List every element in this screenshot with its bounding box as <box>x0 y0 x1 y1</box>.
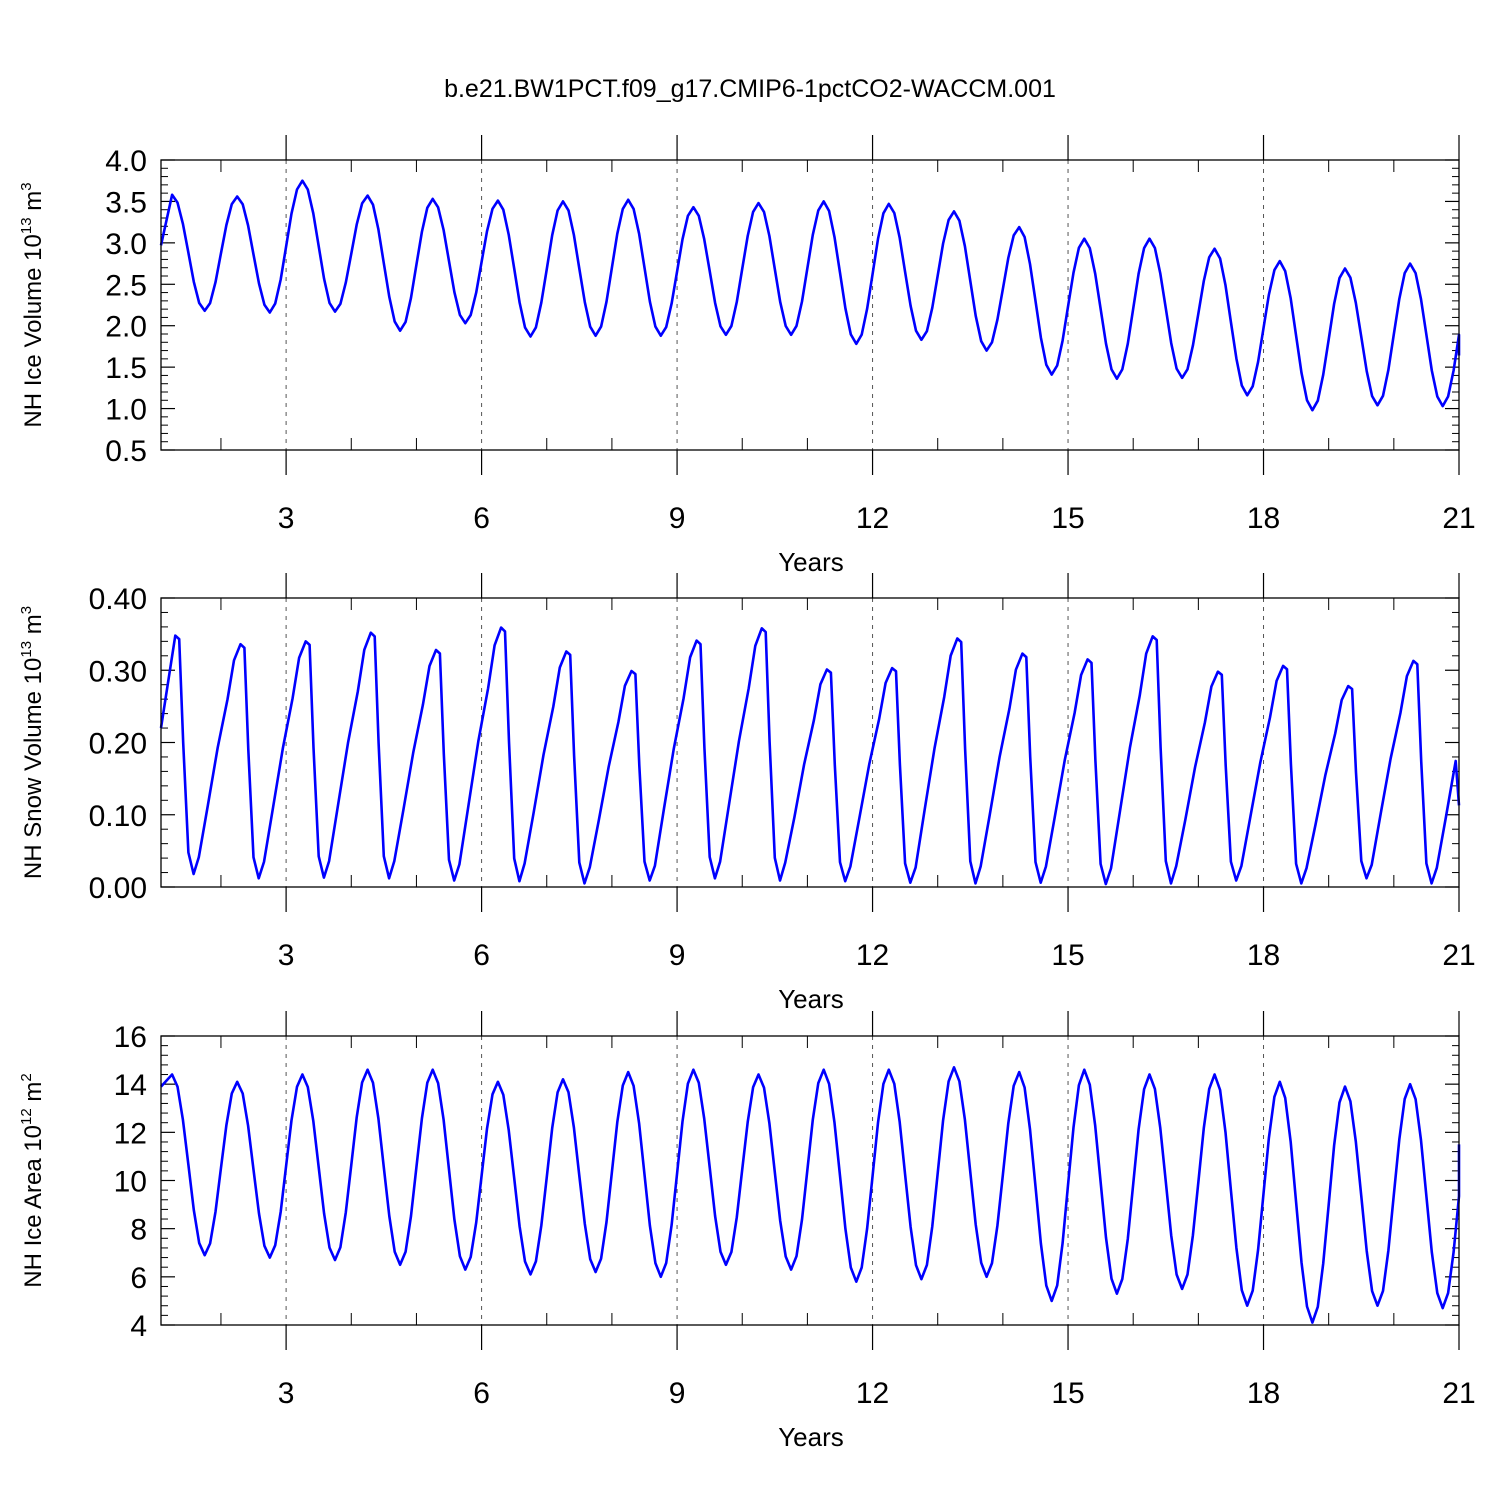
ice-volume-xtick-label: 6 <box>473 502 490 535</box>
ice-volume-ytick-label: 2.5 <box>105 269 147 302</box>
ice-area-xtick-label: 6 <box>473 1377 490 1410</box>
snow-volume-ytick-label: 0.00 <box>89 872 147 905</box>
snow-volume-plot-frame <box>160 597 1460 888</box>
snow-volume-ytick-label: 0.20 <box>89 728 147 761</box>
ice-area-series-line <box>160 1066 1461 1324</box>
ice-volume-ytick-label: 2.0 <box>105 311 147 344</box>
ice-volume-plot-frame <box>160 159 1460 451</box>
ice-volume-ytick-label: 0.5 <box>105 435 147 468</box>
ice-volume-series-line <box>159 179 1461 412</box>
snow-volume-ytick-label: 0.10 <box>89 800 147 833</box>
snow-volume-xlabel: Years <box>778 984 844 1014</box>
ice-volume-xtick-label: 21 <box>1442 502 1475 535</box>
ice-volume-xtick-label: 18 <box>1247 502 1280 535</box>
ice-area-ytick-label: 16 <box>114 1021 147 1054</box>
ice-area-ytick-label: 14 <box>114 1069 147 1102</box>
snow-volume-xtick-label: 3 <box>278 939 295 972</box>
ice-volume-ytick-label: 1.5 <box>105 352 147 385</box>
ice-area-ytick-label: 6 <box>130 1262 147 1295</box>
snow-volume-series-line <box>159 626 1461 886</box>
ice-volume-ylabel: NH Ice Volume 1013 m3 <box>18 182 47 427</box>
snow-volume-ytick-label: 0.30 <box>89 655 147 688</box>
panels: 0.5 1.0 1.5 2.0 2.5 3.0 3.5 4.0 3 6 9 12 15 18 21 Years… <box>18 135 1476 1452</box>
ice-volume-ytick-label: 1.0 <box>105 394 147 427</box>
ice-volume-xtick-label: 9 <box>669 502 686 535</box>
snow-volume-ytick-label: 0.40 <box>89 583 147 616</box>
ice-area-xtick-label: 21 <box>1442 1377 1475 1410</box>
ice-area-ylabel: NH Ice Area 1012 m2 <box>18 1073 47 1287</box>
ice-volume-ytick-label: 3.0 <box>105 228 147 261</box>
ice-area-ytick-label: 10 <box>114 1166 147 1199</box>
snow-volume-panel: 0.00 0.10 0.20 0.30 0.40 3 6 9 12 15 18 21 Years NH S… <box>18 573 1476 1014</box>
ice-volume-xlabel: Years <box>778 547 844 577</box>
ice-area-xtick-label: 9 <box>669 1377 686 1410</box>
snow-volume-xtick-label: 18 <box>1247 939 1280 972</box>
figure-title: b.e21.BW1PCT.f09_g17.CMIP6-1pctCO2-WACCM… <box>444 75 1056 103</box>
snow-volume-xtick-label: 6 <box>473 939 490 972</box>
ice-area-plot-frame <box>160 1035 1460 1326</box>
ice-volume-xtick-label: 12 <box>856 502 889 535</box>
ice-area-xtick-label: 12 <box>856 1377 889 1410</box>
snow-volume-xtick-label: 21 <box>1442 939 1475 972</box>
ice-area-ytick-label: 8 <box>130 1214 147 1247</box>
ice-area-ytick-label: 12 <box>114 1117 147 1150</box>
ice-area-panel: 4 6 8 10 12 14 16 3 6 9 12 15 18 21 Years NH Ice Area 1… <box>18 1011 1476 1452</box>
snow-volume-xtick-label: 9 <box>669 939 686 972</box>
ice-area-xtick-label: 3 <box>278 1377 295 1410</box>
snow-volume-xtick-label: 12 <box>856 939 889 972</box>
ice-volume-ytick-label: 4.0 <box>105 145 147 178</box>
ice-volume-xtick-label: 15 <box>1051 502 1084 535</box>
ice-volume-panel: 0.5 1.0 1.5 2.0 2.5 3.0 3.5 4.0 3 6 9 12 15 18 21 Years… <box>18 135 1476 577</box>
ice-area-ytick-label: 4 <box>130 1310 147 1343</box>
snow-volume-ylabel: NH Snow Volume 1013 m3 <box>18 606 47 879</box>
ice-area-xtick-label: 18 <box>1247 1377 1280 1410</box>
ice-volume-ytick-label: 3.5 <box>105 186 147 219</box>
ice-area-xtick-label: 15 <box>1051 1377 1084 1410</box>
snow-volume-xtick-label: 15 <box>1051 939 1084 972</box>
ice-volume-xtick-label: 3 <box>278 502 295 535</box>
ice-area-xlabel: Years <box>778 1422 844 1452</box>
